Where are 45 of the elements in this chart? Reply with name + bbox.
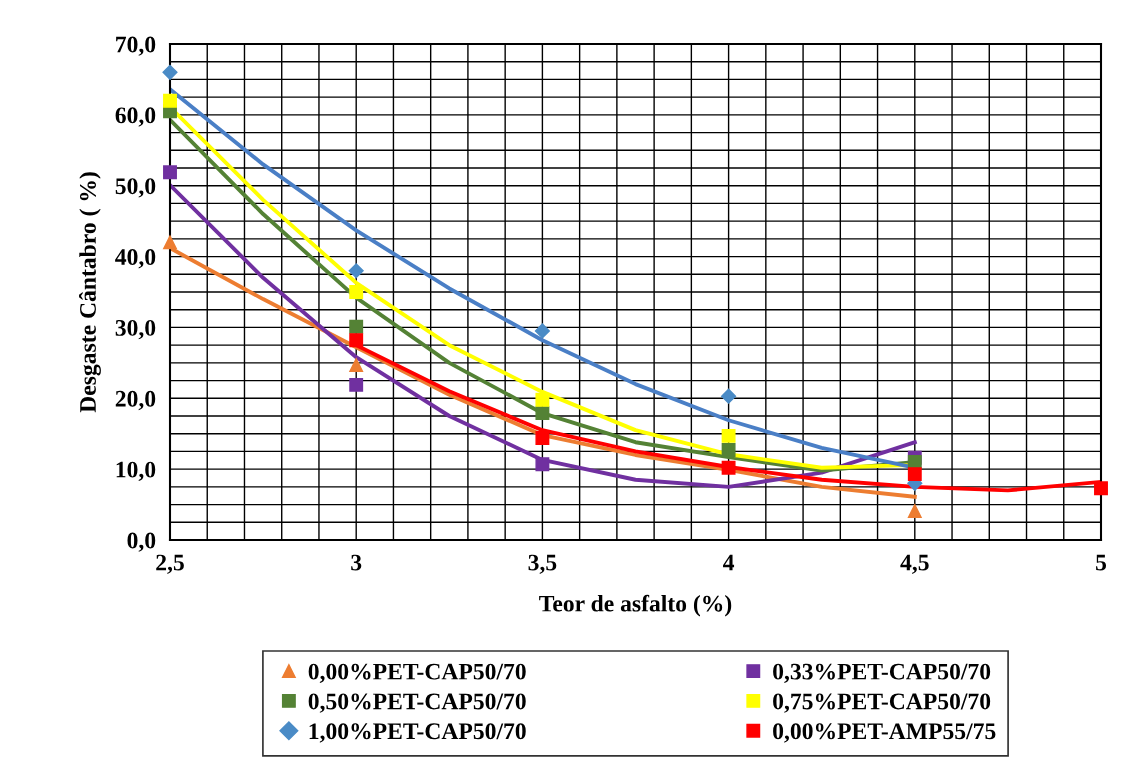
point (163, 93, 177, 108)
y-tick-label: 0,0 (127, 532, 156, 552)
point (535, 457, 550, 472)
point (163, 165, 177, 180)
legend-label: 0,33%PET-CAP50/70 (773, 663, 991, 683)
x-tick-label: 5 (1096, 554, 1107, 571)
point (349, 377, 364, 392)
x-tick-label: 4,5 (900, 554, 929, 574)
x-tick-label: 4 (723, 554, 735, 571)
y-tick-label: 30,0 (115, 319, 156, 340)
y-tick-label: 70,0 (116, 36, 156, 56)
legend-label: 1,00%PET-CAP50/70 (309, 723, 526, 743)
point (349, 285, 364, 299)
point (721, 443, 736, 457)
point (1094, 481, 1108, 496)
point (349, 333, 364, 348)
x-axis-title: Teor de asfalto (%) (539, 594, 732, 617)
point (349, 358, 364, 372)
point (349, 319, 364, 334)
y-tick-label: 60,0 (115, 107, 156, 127)
y-tick-label: 40,0 (115, 249, 156, 269)
point (535, 406, 550, 421)
point (535, 431, 550, 445)
y-tick-label: 10,0 (116, 461, 156, 481)
point (535, 392, 550, 407)
y-axis-title: Desgaste Cântabro ( %) (79, 172, 101, 413)
y-tick-label: 20,0 (115, 390, 156, 411)
point (162, 64, 178, 80)
x-tick-label: 3 (351, 554, 362, 571)
point (721, 388, 737, 404)
point (907, 504, 922, 518)
point (163, 235, 177, 250)
point (534, 323, 550, 339)
legend-label: 0,00%PET-AMP55/75 (773, 723, 996, 743)
x-tick-label: 2,5 (156, 554, 184, 574)
legend-label: 0,00%PET-CAP50/70 (308, 663, 526, 683)
line-series (170, 183, 917, 489)
point (721, 460, 736, 475)
point (907, 467, 922, 482)
y-tick-label: 50,0 (115, 178, 156, 198)
legend-label: 0,50%PET-CAP50/70 (308, 693, 526, 713)
point (721, 428, 736, 443)
point (348, 263, 364, 279)
x-tick-label: 3,5 (528, 554, 557, 574)
legend-label: 0,75%PET-CAP50/70 (773, 693, 991, 713)
